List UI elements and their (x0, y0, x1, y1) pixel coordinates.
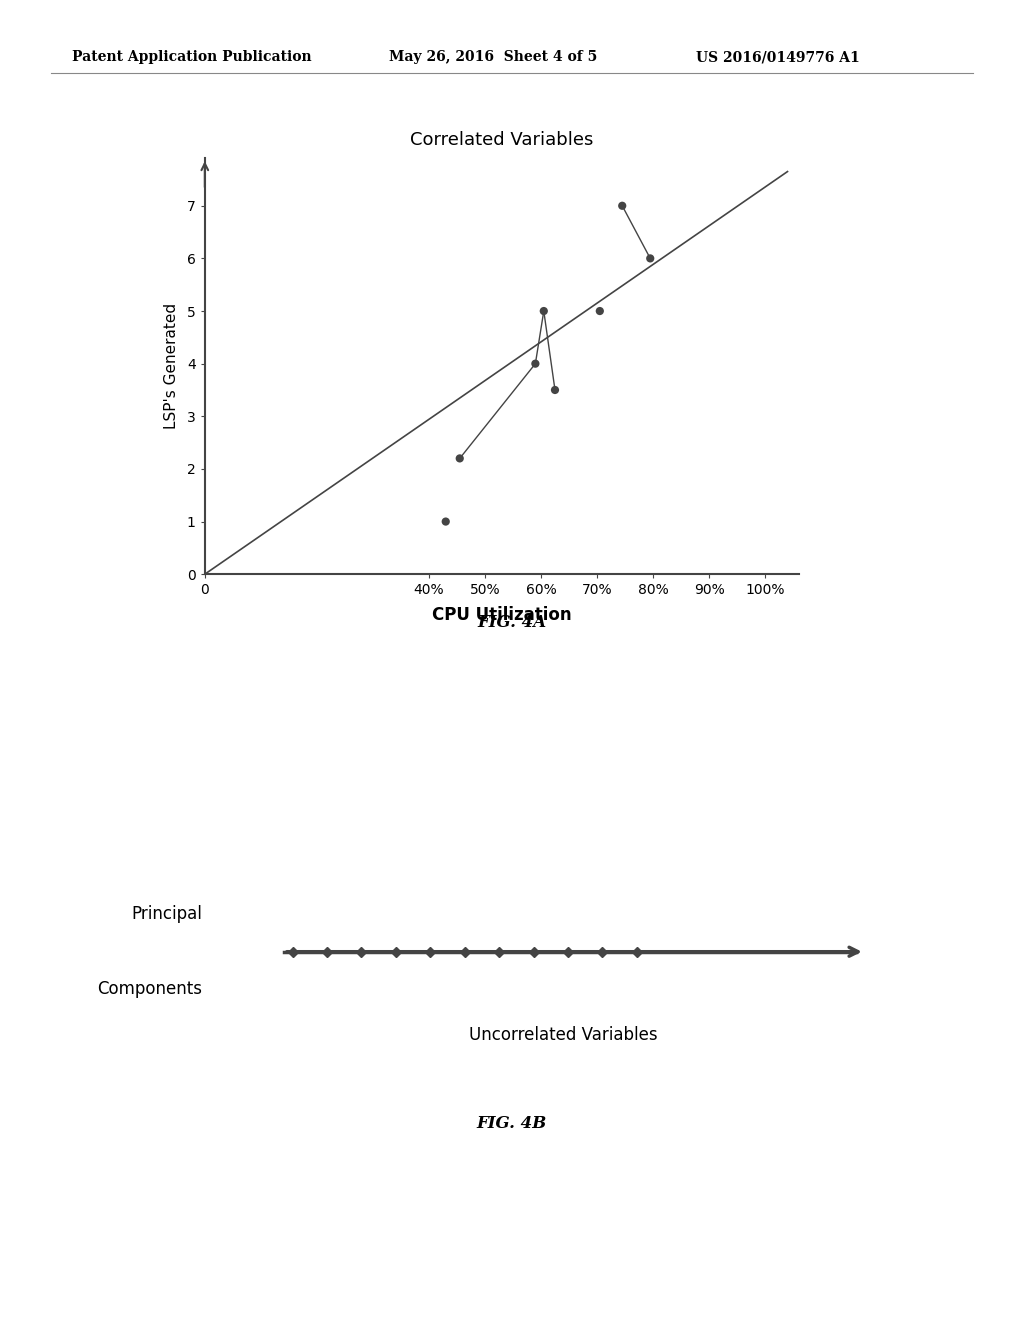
Text: Patent Application Publication: Patent Application Publication (72, 50, 311, 65)
Text: US 2016/0149776 A1: US 2016/0149776 A1 (696, 50, 860, 65)
Point (452, 447, 468, 469)
Point (642, 248, 658, 269)
Text: FIG. 4B: FIG. 4B (477, 1115, 547, 1133)
Point (592, 301, 608, 322)
Title: Correlated Variables: Correlated Variables (410, 131, 594, 149)
Text: FIG. 4A: FIG. 4A (477, 614, 547, 631)
Text: May 26, 2016  Sheet 4 of 5: May 26, 2016 Sheet 4 of 5 (389, 50, 597, 65)
Point (547, 379, 563, 400)
Point (527, 354, 544, 375)
Text: Components: Components (97, 981, 203, 998)
Text: Principal: Principal (131, 906, 203, 923)
Point (614, 195, 631, 216)
Point (536, 301, 552, 322)
Point (437, 511, 454, 532)
Text: Uncorrelated Variables: Uncorrelated Variables (469, 1026, 658, 1044)
X-axis label: CPU Utilization: CPU Utilization (432, 606, 571, 623)
Y-axis label: LSP's Generated: LSP's Generated (164, 304, 178, 429)
